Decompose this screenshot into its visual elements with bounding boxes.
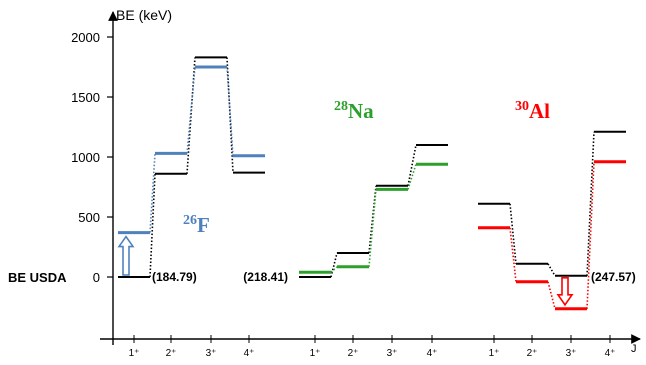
model-connector (186, 66, 196, 154)
nucleus-label: 26F (183, 213, 210, 237)
spin-label: 4⁺ (605, 348, 616, 359)
nucleus-f26: 1⁺ 2⁺ 3⁺ 4⁺ 26F (184.79) (117, 56, 265, 359)
model-connector (330, 266, 338, 273)
reference-connector (586, 131, 595, 276)
shift-down-arrow (556, 277, 574, 307)
y-tick-label: 0 (93, 270, 100, 285)
spin-label: 3⁺ (387, 348, 398, 359)
nucleus-symbol: Al (529, 99, 550, 123)
model-connector (586, 161, 595, 309)
shift-up-arrow (117, 235, 135, 276)
nucleus-mass: 28 (334, 99, 348, 114)
reference-connector (509, 203, 517, 264)
spin-label: 4⁺ (244, 348, 255, 359)
y-tick-label: 1000 (71, 150, 100, 165)
usda-be-label: (247.57) (591, 270, 636, 284)
spin-label: 3⁺ (566, 348, 577, 359)
model-connector (226, 66, 234, 156)
model-connector (368, 189, 377, 267)
nucleus-label: 28Na (334, 99, 374, 123)
nucleus-symbol: Na (348, 99, 374, 123)
spin-label: 4⁺ (427, 348, 438, 359)
y-tick-group: 0 500 1000 1500 2000 (71, 30, 113, 285)
spin-label: 3⁺ (206, 348, 217, 359)
spin-label: 2⁺ (348, 348, 359, 359)
spin-label: 2⁺ (166, 348, 177, 359)
nucleus-na28: 1⁺ 2⁺ 3⁺ 4⁺ 28Na (218.41) (243, 99, 448, 359)
nucleus-al30: 1⁺ 2⁺ 3⁺ 4⁺ 30Al (247.57) (478, 99, 636, 359)
nucleus-label: 30Al (515, 99, 550, 123)
y-axis-label: BE (keV) (116, 7, 172, 23)
spin-label: 1⁺ (489, 348, 500, 359)
reference-connector (330, 252, 338, 278)
y-tick-label: 1500 (71, 90, 100, 105)
nucleus-mass: 26 (183, 213, 197, 228)
y-tick-label: 500 (78, 210, 100, 225)
y-tick-label: 2000 (71, 30, 100, 45)
nucleus-mass: 30 (515, 99, 529, 114)
model-connector (547, 281, 556, 310)
nucleus-symbol: F (197, 213, 210, 237)
levels-group: 1⁺ 2⁺ 3⁺ 4⁺26F(184.79)1⁺ 2⁺ 3⁺ 4⁺28Na(218.41)1… (117, 56, 636, 359)
model-connector (149, 153, 156, 233)
spin-label: 1⁺ (129, 348, 140, 359)
spin-label: 2⁺ (527, 348, 538, 359)
baseline-label: BE USDA (8, 270, 67, 285)
x-axis-label: J (631, 343, 637, 355)
spin-label: 1⁺ (310, 348, 321, 359)
usda-be-label: (218.41) (243, 270, 288, 284)
usda-be-label: (184.79) (152, 270, 197, 284)
reference-connector (547, 263, 556, 277)
reference-connector (186, 57, 196, 174)
model-connector (407, 163, 417, 190)
